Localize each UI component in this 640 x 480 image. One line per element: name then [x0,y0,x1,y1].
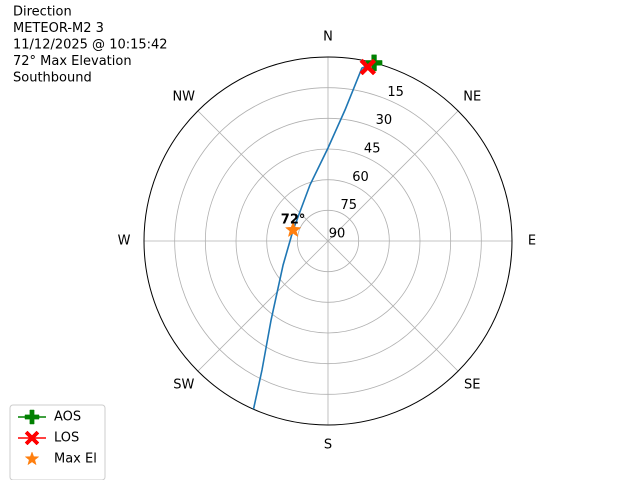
outer-ring [143,56,513,426]
grid-ring [204,117,452,365]
theta-label: NW [172,89,195,104]
track-line [252,62,375,410]
grid-ring [266,179,390,303]
legend: AOS LOS Max El [9,404,106,480]
r-tick-label: 60 [352,170,369,185]
grid-ring [174,87,482,395]
r-tick-label: 15 [387,85,404,100]
r-tick-label: 45 [364,142,381,157]
theta-label: SE [464,378,480,393]
legend-label: Max El [54,452,97,467]
theta-label: N [323,30,333,45]
r-tick-label: 30 [376,113,393,128]
title-line: Southbound [13,71,92,86]
r-tick-label: 75 [340,198,357,213]
legend-label: LOS [54,431,79,446]
legend-marker [24,451,40,466]
marker-label: 72° [281,213,306,228]
marker [359,58,377,76]
theta-label: NE [463,89,481,104]
theta-label: W [118,234,131,249]
title-line: METEOR-M2 3 [13,21,104,36]
theta-label: E [528,234,536,249]
legend-label: AOS [54,410,81,425]
title-line: 72° Max Elevation [13,54,132,69]
title-line: Direction [13,5,72,20]
legend-marker [24,430,40,446]
title-line: 11/12/2025 @ 10:15:42 [13,38,168,53]
legend-marker [24,409,40,425]
marker [284,221,302,238]
theta-label: SW [173,378,194,393]
grid-ring [296,209,360,273]
r-tick-label: 90 [329,227,346,242]
theta-label: S [324,438,332,453]
